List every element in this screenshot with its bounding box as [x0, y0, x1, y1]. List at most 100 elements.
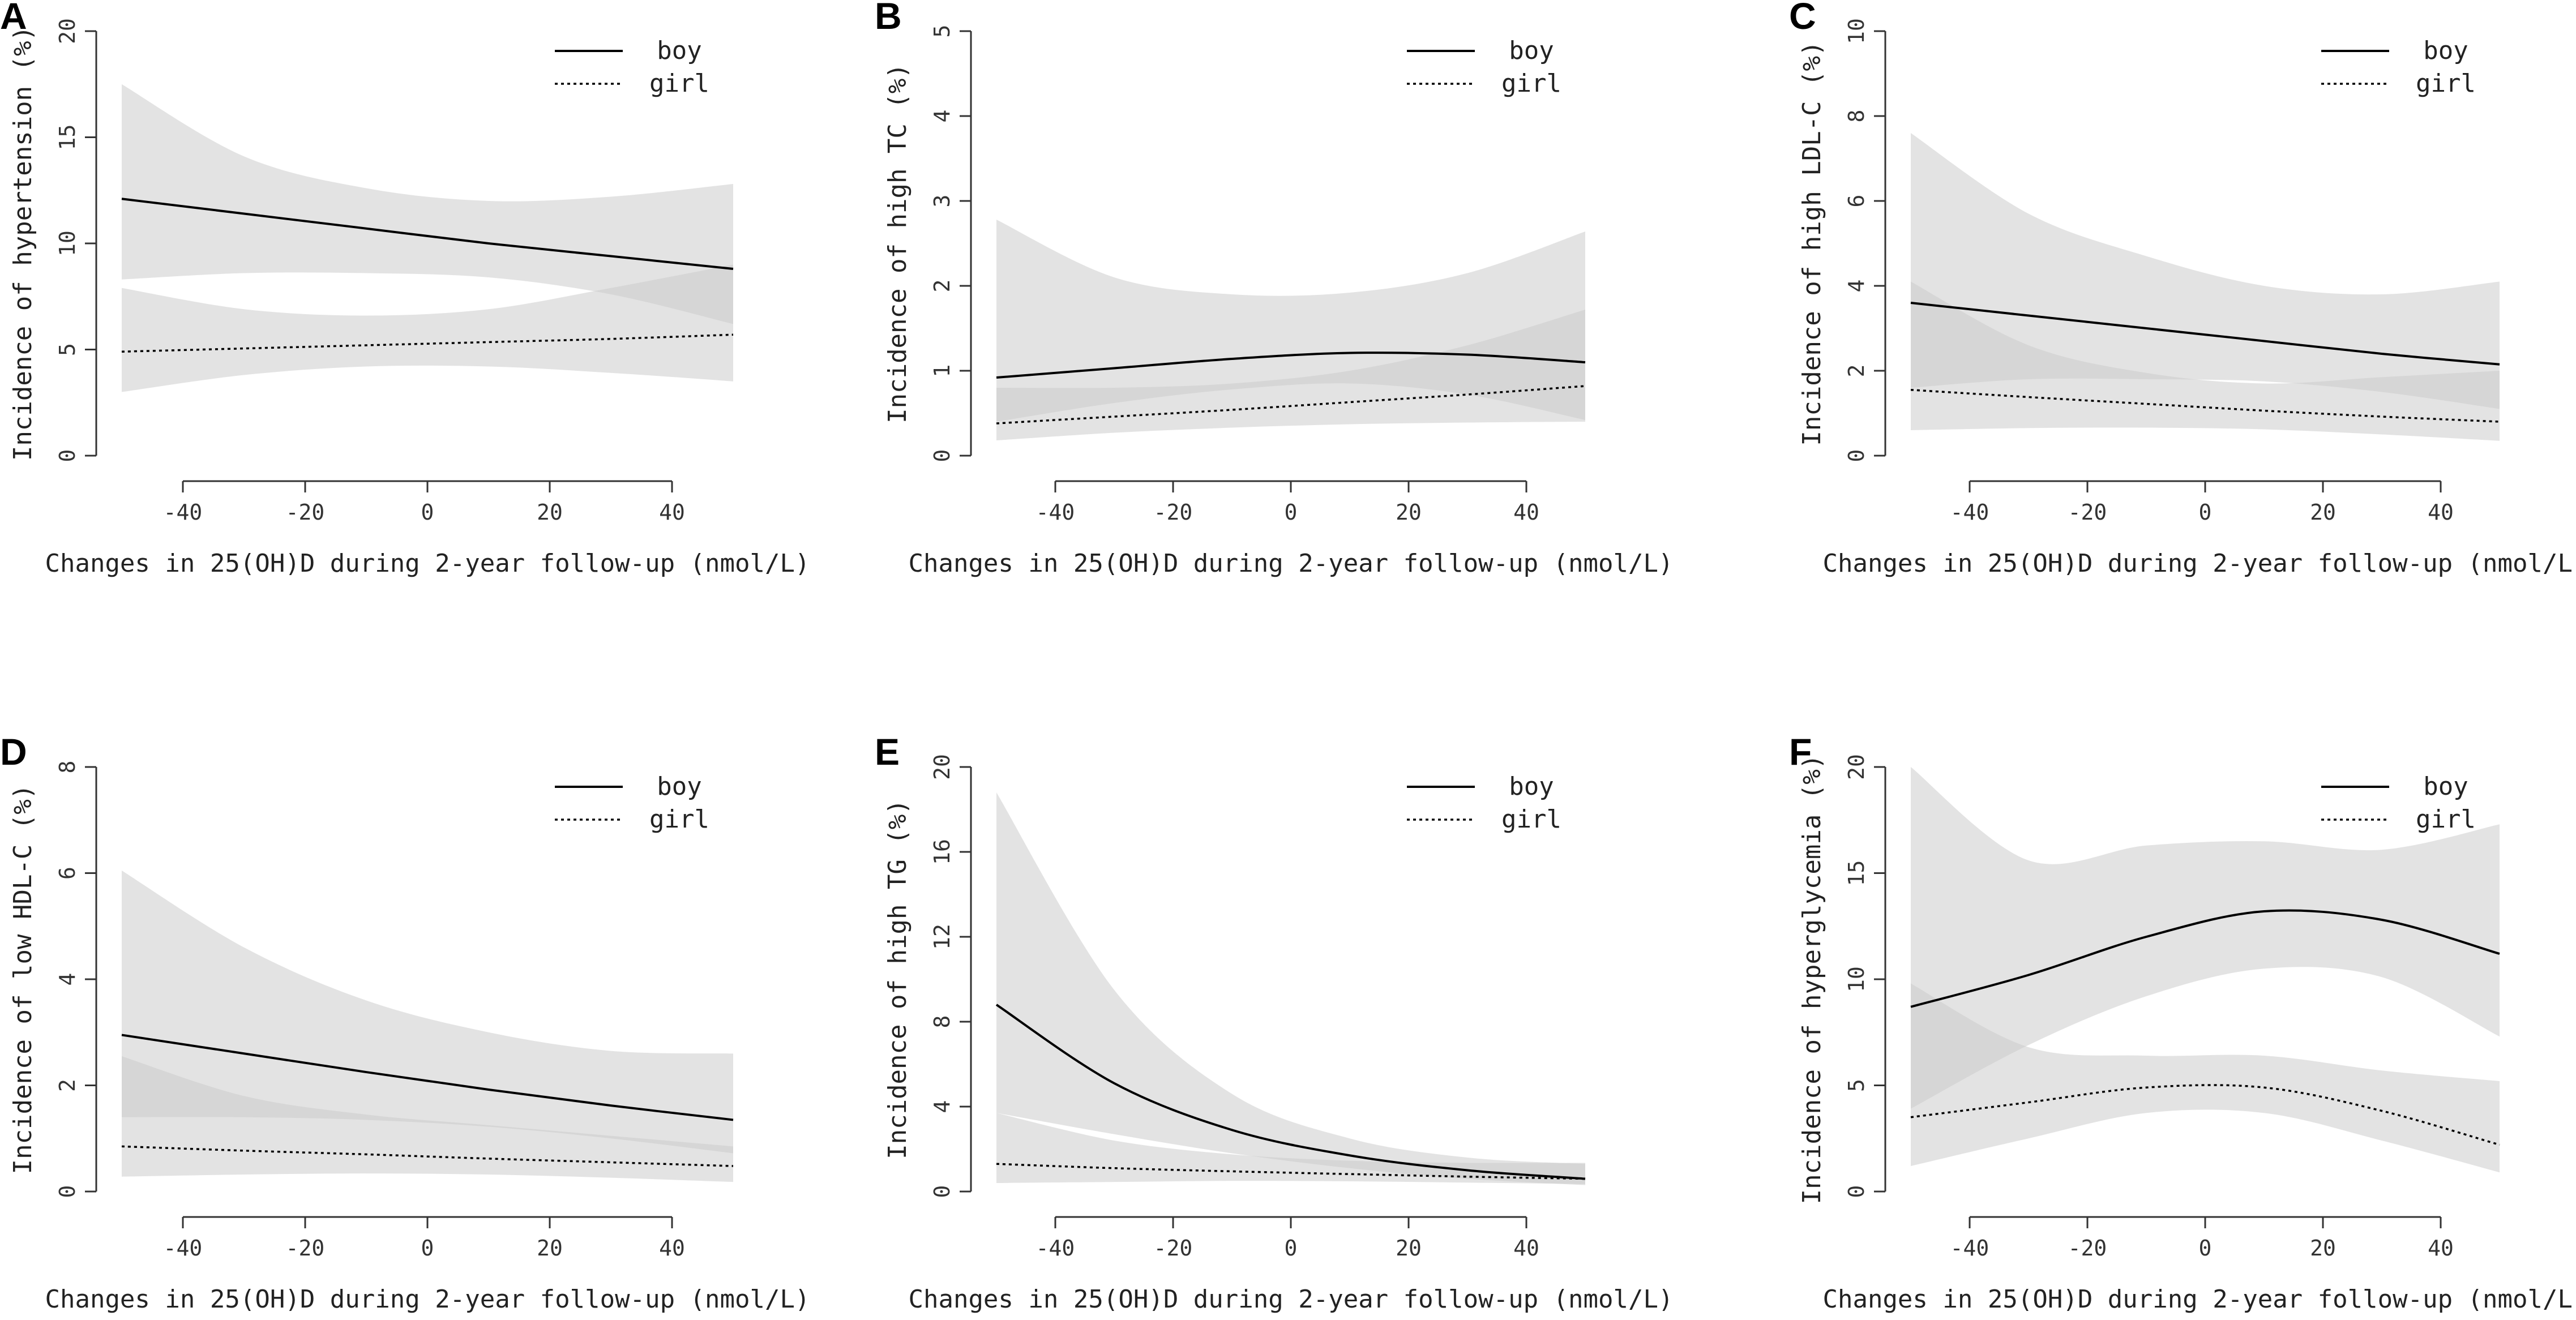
panel-a-legend-label-boy: boy	[657, 36, 701, 65]
panel-d-letter: D	[0, 731, 27, 773]
panel-b-line-girl	[996, 385, 1586, 425]
panel-e-x-tick-label: 40	[1513, 1236, 1539, 1261]
panel-d-x-tick-label: -40	[164, 1236, 203, 1261]
panel-f-y-axis-label: Incidence of hyperglycemia (%)	[1798, 755, 1826, 1205]
panel-f-y-tick-label: 20	[1844, 754, 1869, 780]
panel-b-y-axis-label: Incidence of high TC (%)	[883, 63, 912, 423]
panel-c-y-tick-label: 2	[1844, 365, 1869, 378]
panel-e-band-boy	[996, 792, 1585, 1185]
panel-b-letter: B	[875, 0, 902, 37]
panel-f-band-boy	[1911, 767, 2500, 1109]
panel-c-y-tick-label: 8	[1844, 110, 1869, 123]
panel-f-x-tick-label: 40	[2428, 1236, 2454, 1261]
panel-b-y-tick-label: 1	[930, 365, 955, 378]
panel-c-legend-label-boy: boy	[2423, 36, 2468, 65]
panel-d-x-axis-label: Changes in 25(OH)D during 2-year follow-…	[45, 1285, 810, 1314]
panel-a-band-boy	[122, 84, 733, 324]
panel-a-x-tick-label: 20	[537, 500, 563, 525]
panel-e-y-tick-label: 0	[930, 1185, 955, 1198]
panel-d-band-girl	[122, 1056, 733, 1182]
panel-f-y-tick-label: 10	[1844, 966, 1869, 992]
panel-a-y-tick-label: 15	[55, 125, 80, 151]
panel-d-band-boy	[122, 870, 733, 1154]
panel-c-letter: C	[1789, 0, 1816, 37]
panel-f-band-girl	[1911, 983, 2500, 1173]
panel-f-x-tick-label: -40	[1950, 1236, 1989, 1261]
panel-d-y-axis-label: Incidence of low HDL-C (%)	[8, 785, 37, 1175]
panel-b-x-tick-label: 20	[1396, 500, 1422, 525]
panel-d-y-tick-label: 4	[55, 973, 80, 986]
panel-b-x-tick-label: 40	[1513, 500, 1539, 525]
panel-e-legend-label-girl: girl	[1501, 805, 1561, 834]
panel-c-line-boy	[1910, 302, 2500, 366]
panel-f-letter: F	[1789, 731, 1812, 773]
panel-a-x-tick-label: -20	[286, 500, 325, 525]
panel-c-y-tick-label: 0	[1844, 449, 1869, 462]
panel-e-x-tick-label: -40	[1036, 1236, 1075, 1261]
panel-a-x-tick-label: 0	[421, 500, 434, 525]
panel-e-y-tick-label: 12	[930, 924, 955, 950]
panel-d-y-tick-label: 8	[55, 761, 80, 774]
panel-b-x-tick-label: -40	[1036, 500, 1075, 525]
panel-f-y-tick-label: 0	[1844, 1185, 1869, 1198]
panel-c-y-axis-label: Incidence of high LDL-C (%)	[1798, 41, 1826, 445]
panel-c-x-tick-label: 20	[2310, 500, 2336, 525]
panel-c-x-tick-label: -20	[2068, 500, 2107, 525]
panel-b-band-girl	[996, 310, 1585, 440]
panel-e-letter: E	[875, 731, 900, 773]
panel-b-y-tick-label: 4	[930, 110, 955, 123]
panel-a-x-tick-label: 40	[659, 500, 685, 525]
panel-d-legend-label-boy: boy	[657, 772, 701, 801]
panel-b-legend-label-boy: boy	[1509, 36, 1554, 65]
panel-e-line-girl	[996, 1163, 1586, 1180]
panel-a-x-axis-label: Changes in 25(OH)D during 2-year follow-…	[45, 549, 810, 578]
panel-f-x-axis-label: Changes in 25(OH)D during 2-year follow-…	[1822, 1285, 2576, 1314]
panel-c-y-tick-label: 4	[1844, 280, 1869, 293]
panel-c-line-girl	[1910, 389, 2500, 423]
panel-d-y-tick-label: 2	[55, 1079, 80, 1092]
panel-f-y-tick-label: 15	[1844, 860, 1869, 886]
panel-d-x-tick-label: 0	[421, 1236, 434, 1261]
panel-f-x-tick-label: -20	[2068, 1236, 2107, 1261]
panel-d-line-boy	[121, 1034, 734, 1121]
panel-f-line-boy	[1910, 909, 2500, 1008]
panel-e-y-tick-label: 8	[930, 1015, 955, 1028]
panel-b-y-tick-label: 0	[930, 449, 955, 462]
panel-a-y-tick-label: 20	[55, 18, 80, 44]
panel-e-line-boy	[995, 1004, 1586, 1180]
panel-d-x-tick-label: 40	[659, 1236, 685, 1261]
panel-a-line-boy	[121, 198, 734, 270]
panel-d-y-tick-label: 0	[55, 1185, 80, 1198]
panel-c-x-tick-label: 0	[2199, 500, 2212, 525]
panel-f-legend-label-boy: boy	[2423, 772, 2468, 801]
panel-c-y-tick-label: 6	[1844, 195, 1869, 208]
panel-b-x-tick-label: 0	[1285, 500, 1298, 525]
panel-d-x-tick-label: -20	[286, 1236, 325, 1261]
panel-f-y-tick-label: 5	[1844, 1079, 1869, 1092]
panel-e-y-tick-label: 20	[930, 754, 955, 780]
panel-b-y-tick-label: 2	[930, 280, 955, 293]
panel-c-y-tick-label: 10	[1844, 18, 1869, 44]
panel-a-x-tick-label: -40	[164, 500, 203, 525]
panel-c-x-axis-label: Changes in 25(OH)D during 2-year follow-…	[1822, 549, 2576, 578]
panel-c-band-boy	[1911, 133, 2500, 409]
panel-a-y-tick-label: 5	[55, 343, 80, 356]
panel-e-y-axis-label: Incidence of high TG (%)	[883, 799, 912, 1159]
panel-b-x-tick-label: -20	[1154, 500, 1193, 525]
panel-e-y-tick-label: 4	[930, 1100, 955, 1113]
panel-b-line-boy	[996, 352, 1586, 379]
panel-d-y-tick-label: 6	[55, 867, 80, 880]
panel-d-line-girl	[121, 1145, 734, 1167]
panel-c-band-girl	[1911, 281, 2500, 441]
panel-a-letter: A	[0, 0, 27, 37]
panel-c-x-tick-label: -40	[1950, 500, 1989, 525]
panel-a-y-tick-label: 0	[55, 449, 80, 462]
panel-f-x-tick-label: 20	[2310, 1236, 2336, 1261]
panel-e-y-tick-label: 16	[930, 839, 955, 865]
